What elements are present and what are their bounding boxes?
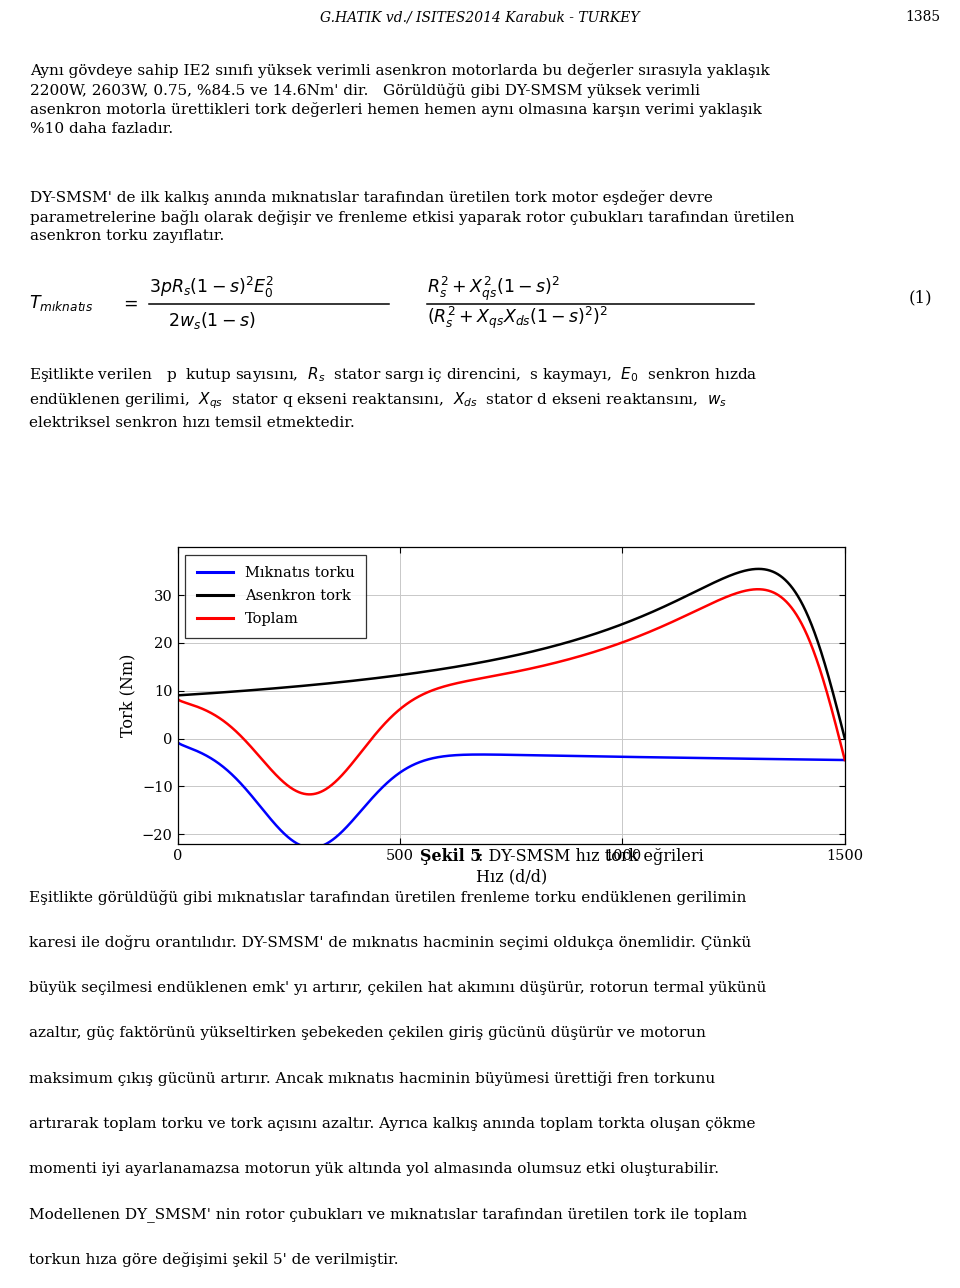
- Text: $2w_s(1-s)$: $2w_s(1-s)$: [168, 310, 255, 331]
- Text: Eşitlikte görüldüğü gibi mıknatıslar tarafından üretilen frenleme torku endüklen: Eşitlikte görüldüğü gibi mıknatıslar tar…: [29, 890, 746, 905]
- Text: asenkron motorla ürettikleri tork değerleri hemen hemen aynı olmasına karşın ver: asenkron motorla ürettikleri tork değerl…: [30, 102, 762, 117]
- Text: asenkron torku zayıflatır.: asenkron torku zayıflatır.: [30, 229, 225, 243]
- Y-axis label: Tork (Nm): Tork (Nm): [119, 654, 136, 737]
- Text: artırarak toplam torku ve tork açısını azaltır. Ayrıca kalkış anında toplam tork: artırarak toplam torku ve tork açısını a…: [29, 1117, 756, 1131]
- Text: azaltır, güç faktörünü yükseltirken şebekeden çekilen giriş gücünü düşürür ve mo: azaltır, güç faktörünü yükseltirken şebe…: [29, 1027, 706, 1039]
- Text: DY-SMSM' de ilk kalkış anında mıknatıslar tarafından üretilen tork motor eşdeğer: DY-SMSM' de ilk kalkış anında mıknatısla…: [30, 191, 713, 205]
- Text: parametrelerine bağlı olarak değişir ve frenleme etkisi yaparak rotor çubukları : parametrelerine bağlı olarak değişir ve …: [30, 210, 795, 224]
- Text: G.HATIK vd./ ISITES2014 Karabuk - TURKEY: G.HATIK vd./ ISITES2014 Karabuk - TURKEY: [321, 10, 639, 24]
- Text: Modellenen DY_SMSM' nin rotor çubukları ve mıknatıslar tarafından üretilen tork : Modellenen DY_SMSM' nin rotor çubukları …: [29, 1207, 747, 1222]
- Text: $=$: $=$: [120, 295, 138, 312]
- Text: (1): (1): [908, 290, 932, 307]
- Text: karesi ile doğru orantılıdır. DY-SMSM' de mıknatıs hacminin seçimi oldukça öneml: karesi ile doğru orantılıdır. DY-SMSM' d…: [29, 935, 751, 951]
- Text: %10 daha fazladır.: %10 daha fazladır.: [30, 121, 173, 135]
- Text: momenti iyi ayarlanamazsa motorun yük altında yol almasında olumsuz etki oluştur: momenti iyi ayarlanamazsa motorun yük al…: [29, 1162, 719, 1176]
- Text: endüklenen gerilimi,  $X_{qs}$  stator q ekseni reaktansını,  $X_{ds}$  stator d: endüklenen gerilimi, $X_{qs}$ stator q e…: [29, 390, 727, 411]
- X-axis label: Hız (d/d): Hız (d/d): [475, 868, 547, 885]
- Text: Aynı gövdeye sahip IE2 sınıfı yüksek verimli asenkron motorlarda bu değerler sır: Aynı gövdeye sahip IE2 sınıfı yüksek ver…: [30, 63, 770, 79]
- Text: büyük seçilmesi endüklenen emk' yı artırır, çekilen hat akımını düşürür, rotorun: büyük seçilmesi endüklenen emk' yı artır…: [29, 980, 766, 994]
- Text: elektriksel senkron hızı temsil etmektedir.: elektriksel senkron hızı temsil etmekted…: [29, 416, 354, 429]
- Text: torkun hıza göre değişimi şekil 5' de verilmiştir.: torkun hıza göre değişimi şekil 5' de ve…: [29, 1252, 398, 1267]
- Text: maksimum çıkış gücünü artırır. Ancak mıknatıs hacminin büyümesi ürettiği fren to: maksimum çıkış gücünü artırır. Ancak mık…: [29, 1072, 715, 1086]
- Text: 2200W, 2603W, 0.75, %84.5 ve 14.6Nm' dir.   Görüldüğü gibi DY-SMSM yüksek veriml: 2200W, 2603W, 0.75, %84.5 ve 14.6Nm' dir…: [30, 82, 700, 98]
- Text: Şekil 5: Şekil 5: [420, 848, 481, 864]
- Text: 1385: 1385: [905, 10, 940, 24]
- Text: : DY-SMSM hız tork eğrileri: : DY-SMSM hız tork eğrileri: [478, 848, 704, 864]
- Text: $3pR_s(1-s)^2E_0^2$: $3pR_s(1-s)^2E_0^2$: [149, 276, 274, 300]
- Text: $R_s^2 + X_{qs}^2(1-s)^2$: $R_s^2 + X_{qs}^2(1-s)^2$: [427, 276, 561, 304]
- Text: $T_{m\imath knat\imath s}$: $T_{m\imath knat\imath s}$: [29, 294, 93, 313]
- Text: $(R_s^2 + X_{qs}X_{ds}(1-s)^2)^2$: $(R_s^2 + X_{qs}X_{ds}(1-s)^2)^2$: [427, 305, 609, 331]
- Legend: Mıknatıs torku, Asenkron tork, Toplam: Mıknatıs torku, Asenkron tork, Toplam: [185, 555, 366, 638]
- Text: Eşitlikte verilen   p  kutup sayısını,  $R_s$  stator sargı iç direncini,  s kay: Eşitlikte verilen p kutup sayısını, $R_s…: [29, 365, 757, 384]
